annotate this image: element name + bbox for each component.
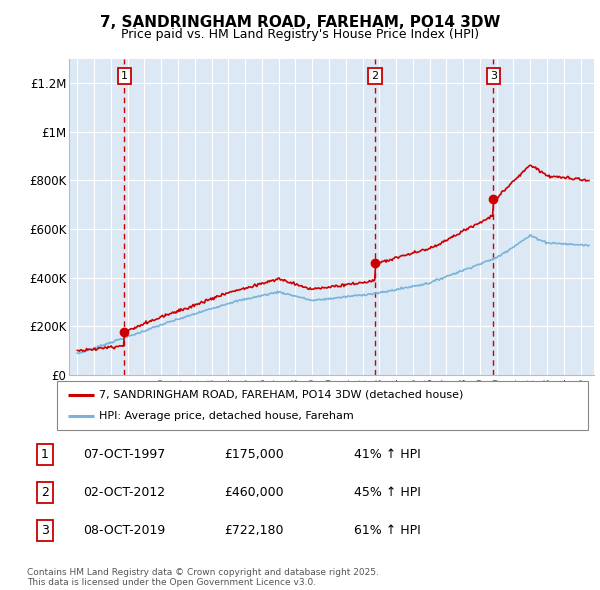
Text: 3: 3 [41,524,49,537]
Text: 2: 2 [41,486,49,499]
Text: HPI: Average price, detached house, Fareham: HPI: Average price, detached house, Fare… [100,411,354,421]
Text: 2: 2 [371,71,379,81]
Text: 02-OCT-2012: 02-OCT-2012 [83,486,166,499]
Text: 1: 1 [121,71,128,81]
Text: 08-OCT-2019: 08-OCT-2019 [83,524,166,537]
Text: 7, SANDRINGHAM ROAD, FAREHAM, PO14 3DW: 7, SANDRINGHAM ROAD, FAREHAM, PO14 3DW [100,15,500,30]
Text: Price paid vs. HM Land Registry's House Price Index (HPI): Price paid vs. HM Land Registry's House … [121,28,479,41]
Text: £460,000: £460,000 [224,486,284,499]
Text: 07-OCT-1997: 07-OCT-1997 [83,447,166,461]
Text: 41% ↑ HPI: 41% ↑ HPI [354,447,421,461]
FancyBboxPatch shape [57,381,588,430]
Text: 3: 3 [490,71,497,81]
Text: 1: 1 [41,447,49,461]
Text: £175,000: £175,000 [224,447,284,461]
Text: Contains HM Land Registry data © Crown copyright and database right 2025.
This d: Contains HM Land Registry data © Crown c… [27,568,379,587]
Text: 45% ↑ HPI: 45% ↑ HPI [354,486,421,499]
Text: 7, SANDRINGHAM ROAD, FAREHAM, PO14 3DW (detached house): 7, SANDRINGHAM ROAD, FAREHAM, PO14 3DW (… [100,389,464,399]
Text: 61% ↑ HPI: 61% ↑ HPI [354,524,421,537]
Text: £722,180: £722,180 [224,524,284,537]
